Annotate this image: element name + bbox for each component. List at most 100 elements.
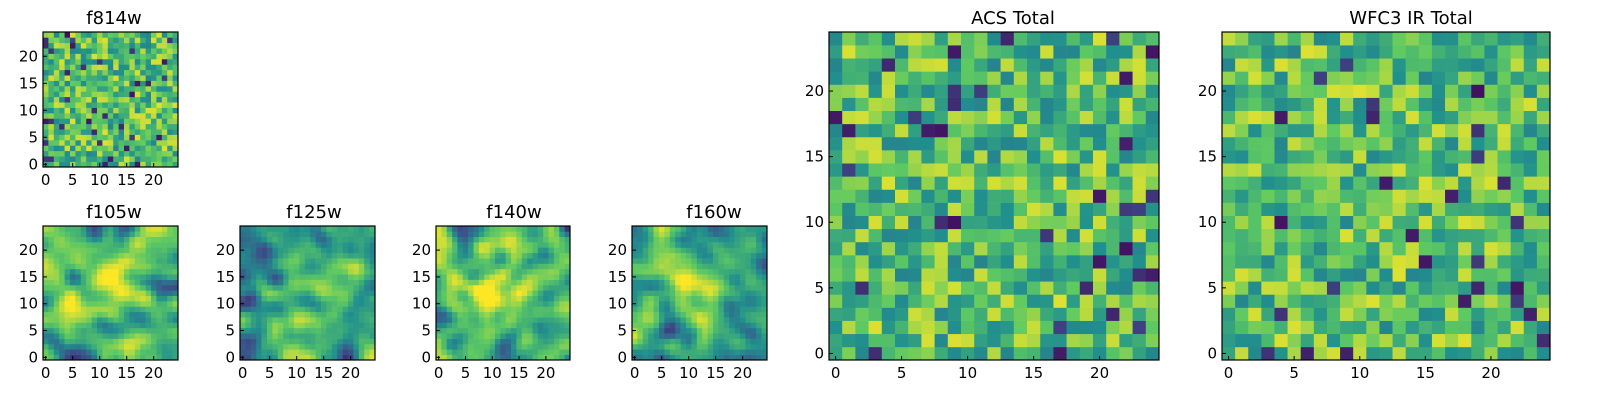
heatmap-cell (113, 156, 119, 162)
heatmap-cell (172, 48, 179, 54)
heatmap-cell (908, 97, 922, 112)
heatmap-cell (1392, 281, 1406, 295)
heatmap-cell (80, 129, 87, 135)
x-tick-label: 20 (144, 364, 163, 382)
heatmap-cell (129, 161, 136, 168)
heatmap-cell (1445, 307, 1459, 321)
heatmap-cell (294, 279, 300, 286)
heatmap-cell (921, 333, 935, 348)
heatmap-cell (908, 189, 922, 203)
heatmap-cell (299, 301, 306, 307)
heatmap-cell (494, 317, 501, 323)
heatmap-cell (505, 327, 512, 334)
heatmap-cell (75, 349, 82, 355)
heatmap-cell (124, 263, 130, 270)
heatmap-cell (53, 322, 60, 329)
heatmap-cell (267, 274, 273, 280)
heatmap-cell (516, 247, 523, 254)
heatmap-cell (1119, 32, 1133, 46)
heatmap-cell (462, 343, 469, 350)
heatmap-cell (161, 284, 168, 291)
heatmap-cell (659, 236, 665, 243)
heatmap-cell (669, 327, 676, 334)
heatmap-cell (446, 252, 453, 259)
heatmap-cell (272, 290, 279, 296)
y-tick-label: 20 (1198, 82, 1217, 100)
heatmap-cell (961, 294, 975, 308)
heatmap-cell (632, 242, 638, 248)
heatmap-cell (1326, 294, 1341, 308)
heatmap-cell (1418, 97, 1433, 112)
heatmap-cell (172, 322, 179, 329)
heatmap-cell (1119, 84, 1133, 98)
heatmap-cell (1079, 136, 1094, 151)
y-tick-label: 20 (805, 82, 824, 100)
heatmap-cell (80, 32, 87, 38)
heatmap-cell (484, 231, 490, 238)
heatmap-cell (1093, 136, 1107, 151)
heatmap-cell (1000, 281, 1015, 295)
heatmap-cell (91, 333, 98, 339)
heatmap-cell (59, 129, 65, 135)
heatmap-cell (521, 311, 528, 318)
heatmap-cell (118, 59, 125, 65)
heatmap-cell (129, 317, 136, 323)
heatmap-cell (342, 295, 349, 302)
heatmap-cell (256, 290, 262, 296)
heatmap-cell (947, 176, 962, 190)
heatmap-cell (156, 301, 163, 307)
heatmap-cell (505, 322, 512, 329)
heatmap-cell (1040, 320, 1054, 335)
heatmap-cell (53, 311, 60, 318)
heatmap-cell (1066, 294, 1081, 308)
heatmap-cell (1523, 176, 1538, 190)
heatmap-cell (842, 84, 856, 98)
heatmap-cell (842, 241, 856, 256)
heatmap-cell (240, 258, 246, 264)
heatmap-cell (729, 247, 735, 254)
heatmap-cell (331, 258, 338, 264)
heatmap-cell (48, 333, 55, 339)
heatmap-cell (97, 53, 103, 60)
heatmap-cell (245, 263, 252, 270)
y-tick-label: 5 (617, 322, 627, 340)
heatmap-cell (75, 107, 82, 114)
heatmap-cell (113, 53, 119, 60)
heatmap-cell (553, 311, 560, 318)
heatmap-cell (1027, 163, 1041, 177)
heatmap-cell (1079, 71, 1094, 85)
heatmap-cell (702, 231, 708, 238)
heatmap-cell (987, 110, 1001, 125)
heatmap-cell (723, 301, 730, 307)
heatmap-cell (156, 226, 163, 232)
heatmap-cell (267, 338, 273, 345)
heatmap-cell (1405, 307, 1420, 321)
heatmap-cell (304, 274, 311, 280)
heatmap-cell (1458, 136, 1472, 151)
heatmap-cells (829, 32, 1160, 361)
heatmap-cell (59, 86, 65, 92)
heatmap-cell (855, 215, 869, 230)
heatmap-cell (91, 107, 98, 114)
heatmap-cell (1053, 71, 1067, 85)
heatmap-cell (1013, 268, 1028, 282)
heatmap-cell (745, 354, 752, 361)
heatmap-cell (1132, 215, 1147, 230)
heatmap-cell (707, 268, 714, 275)
heatmap-cell (1079, 189, 1094, 203)
heatmap-cell (1300, 97, 1315, 112)
heatmap-cell (1458, 241, 1472, 256)
heatmap-cell (1287, 110, 1302, 125)
heatmap-cell (521, 338, 528, 345)
heatmap-cell (494, 349, 501, 355)
heatmap-cell (75, 53, 82, 60)
heatmap-cell (489, 322, 496, 329)
heatmap-cell (1458, 294, 1472, 308)
heatmap-cell (1106, 333, 1120, 348)
heatmap-cell (102, 59, 109, 65)
heatmap-cell (1040, 333, 1054, 348)
heatmap-cell (337, 274, 343, 280)
heatmap-cell (740, 274, 746, 280)
heatmap-cell (500, 322, 506, 329)
heatmap-cell (987, 150, 1001, 164)
